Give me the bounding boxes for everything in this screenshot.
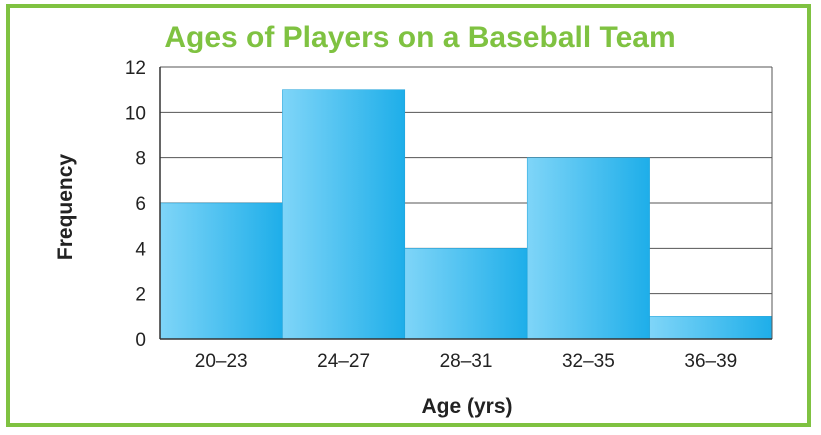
y-tick-label: 2 <box>135 285 146 306</box>
y-tick-label: 8 <box>135 149 146 170</box>
x-axis-label: Age (yrs) <box>421 395 512 418</box>
y-tick-labels: 0 2 4 6 8 10 12 <box>125 58 147 351</box>
x-tick-label: 28–31 <box>440 351 493 372</box>
y-tick-label: 4 <box>135 239 146 260</box>
bar-24–27 <box>282 89 406 340</box>
bars <box>159 89 773 340</box>
chart-title: Ages of Players on a Baseball Team <box>164 21 675 54</box>
y-tick-label: 10 <box>125 103 146 124</box>
bar-36–39 <box>649 316 773 340</box>
y-axis-label: Frequency <box>54 154 77 261</box>
x-tick-label: 36–39 <box>684 351 737 372</box>
bar-28–31 <box>404 248 528 340</box>
x-tick-label: 24–27 <box>317 351 370 372</box>
axes <box>159 67 773 340</box>
y-tick-label: 0 <box>135 330 146 351</box>
bar-20–23 <box>159 202 283 340</box>
x-tick-label: 20–23 <box>195 351 248 372</box>
x-tick-labels: 20–23 24–27 28–31 32–35 36–39 <box>195 351 737 372</box>
y-tick-label: 6 <box>135 194 146 215</box>
bar-32–35 <box>526 157 650 340</box>
chart-frame <box>6 4 811 427</box>
y-tick-label: 12 <box>125 58 146 79</box>
x-tick-label: 32–35 <box>562 351 615 372</box>
